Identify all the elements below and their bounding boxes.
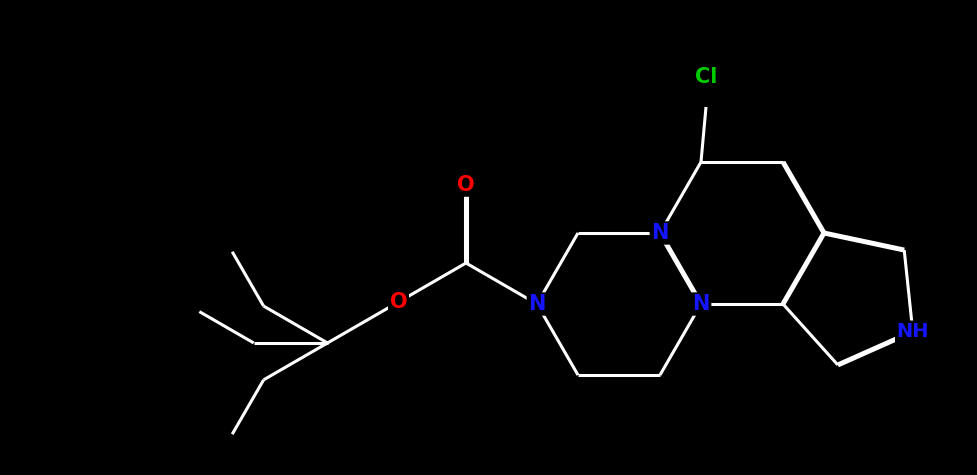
Text: O: O: [390, 292, 407, 312]
Text: N: N: [652, 223, 668, 243]
Text: NH: NH: [897, 322, 929, 341]
Text: O: O: [457, 175, 475, 195]
Text: Cl: Cl: [695, 67, 717, 87]
Text: N: N: [529, 294, 546, 314]
Text: N: N: [693, 294, 709, 314]
